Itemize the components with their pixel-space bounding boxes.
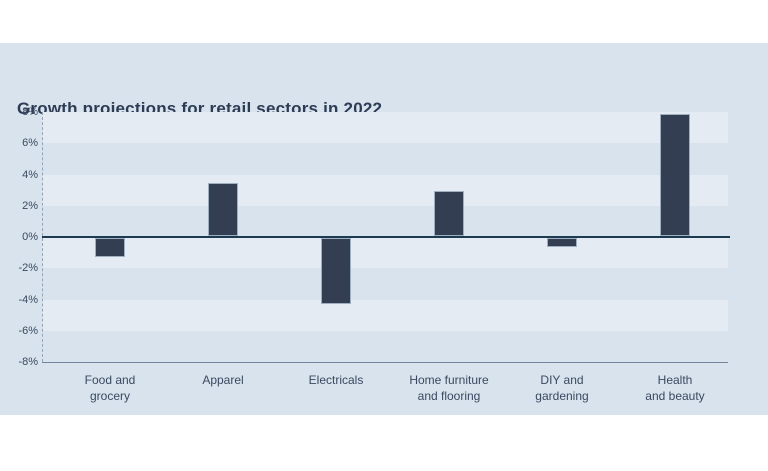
grid-band [42,237,728,269]
y-tick-label: 4% [22,168,38,181]
y-tick-label: 0% [22,231,38,243]
x-axis-line [42,362,728,363]
y-tick-label: -8% [18,356,38,368]
x-category-label: Home furniture and flooring [384,372,514,404]
x-category-label-line: Health [657,373,693,387]
plot-area [42,112,728,362]
y-tick-label: 2% [22,199,38,212]
grid-band [42,112,728,144]
x-category-label-line: and flooring [417,389,481,403]
x-category-label-line: Electricals [308,373,364,387]
x-category-label-line: gardening [535,389,589,403]
y-tick-label: -6% [18,324,38,337]
x-category-label-line: DIY and [540,373,584,387]
grid-band [42,268,728,299]
x-category-label: Health and beauty [610,372,740,404]
bar-health-and-beauty [660,114,690,236]
x-category-label: Electricals [271,372,401,388]
grid-band [42,143,728,174]
x-category-label-line: Home furniture [409,373,489,387]
y-tick-label: -4% [18,293,38,306]
x-category-label: Apparel [158,372,288,388]
grid-band [42,174,728,206]
y-tick-label: 8% [22,106,38,118]
grid-band [42,331,728,362]
bar-apparel [208,182,238,236]
y-tick-label: 6% [22,137,38,150]
zero-baseline [42,236,730,238]
bar-food-and-grocery [95,238,125,257]
x-category-label-line: and beauty [645,389,705,403]
bar-diy-and-gardening [547,238,577,248]
x-category-label: DIY and gardening [497,372,627,404]
bar-home-furniture-and-flooring [434,190,464,236]
x-category-label-line: grocery [89,389,130,403]
x-category-label: Food and grocery [45,372,175,404]
x-category-label-line: Apparel [202,373,244,387]
grid-band [42,299,728,331]
grid-band [42,206,728,237]
bar-electricals [321,238,351,304]
x-category-label-line: Food and [84,373,136,387]
y-tick-label: -2% [18,262,38,275]
